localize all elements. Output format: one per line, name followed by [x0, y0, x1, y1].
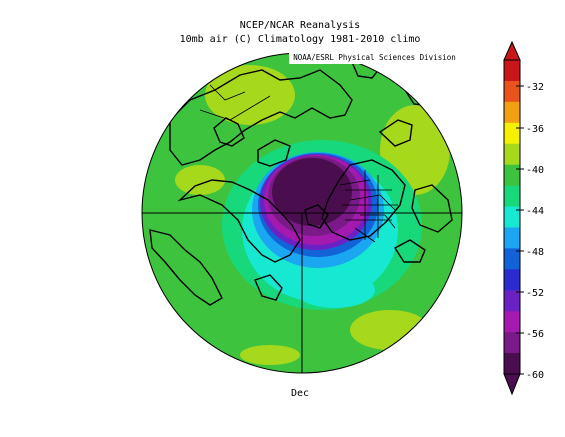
month-label: Dec: [290, 388, 310, 399]
colorbar-segment: [504, 332, 520, 354]
credit-label: NOAA/ESRL Physical Sciences Division: [289, 52, 460, 64]
colorbar-segment: [504, 60, 520, 82]
colorbar-segment: [504, 122, 520, 145]
coastlines: [149, 57, 453, 306]
colorbar: -32 -36 -40 -44 -48 -52 -56 -60: [503, 40, 544, 396]
colorbar-label: -52: [526, 288, 544, 299]
colorbar-segment: [504, 143, 520, 166]
colorbar-segment: [504, 269, 520, 291]
warm-patch: [240, 345, 300, 365]
colorbar-label: -60: [526, 370, 544, 381]
colorbar-segments: [503, 59, 521, 375]
colorbar-segment: [504, 185, 520, 208]
colorbar-label: -56: [526, 329, 544, 340]
vortex-core: [272, 158, 352, 226]
colorbar-segment: [504, 80, 520, 103]
title-line-1: NCEP/NCAR Reanalysis: [239, 20, 361, 31]
colorbar-segment: [504, 101, 520, 124]
colorbar-label: -36: [526, 124, 544, 135]
colorbar-label: -44: [526, 206, 544, 217]
colorbar-segment: [504, 311, 520, 333]
borders: [199, 84, 398, 243]
warm-patch: [350, 310, 430, 350]
colorbar-label: -32: [526, 82, 544, 93]
colorbar-segment: [504, 206, 520, 228]
warm-patch: [175, 165, 225, 195]
cyan-band: [295, 272, 375, 308]
colorbar-label: -40: [526, 165, 544, 176]
colorbar-labels: -32 -36 -40 -44 -48 -52 -56 -60: [516, 82, 544, 381]
colorbar-segment: [504, 164, 520, 187]
colorbar-bottom-arrow: [503, 373, 521, 396]
colorbar-segment: [504, 290, 520, 312]
title-line-2: 10mb air (C) Climatology 1981-2010 climo: [179, 34, 421, 45]
colorbar-segment: [504, 248, 520, 270]
colorbar-segment: [504, 227, 520, 249]
colorbar-segment: [504, 353, 520, 375]
warm-patch: [205, 65, 295, 125]
colorbar-top-arrow: [503, 40, 521, 61]
colorbar-label: -48: [526, 247, 544, 258]
